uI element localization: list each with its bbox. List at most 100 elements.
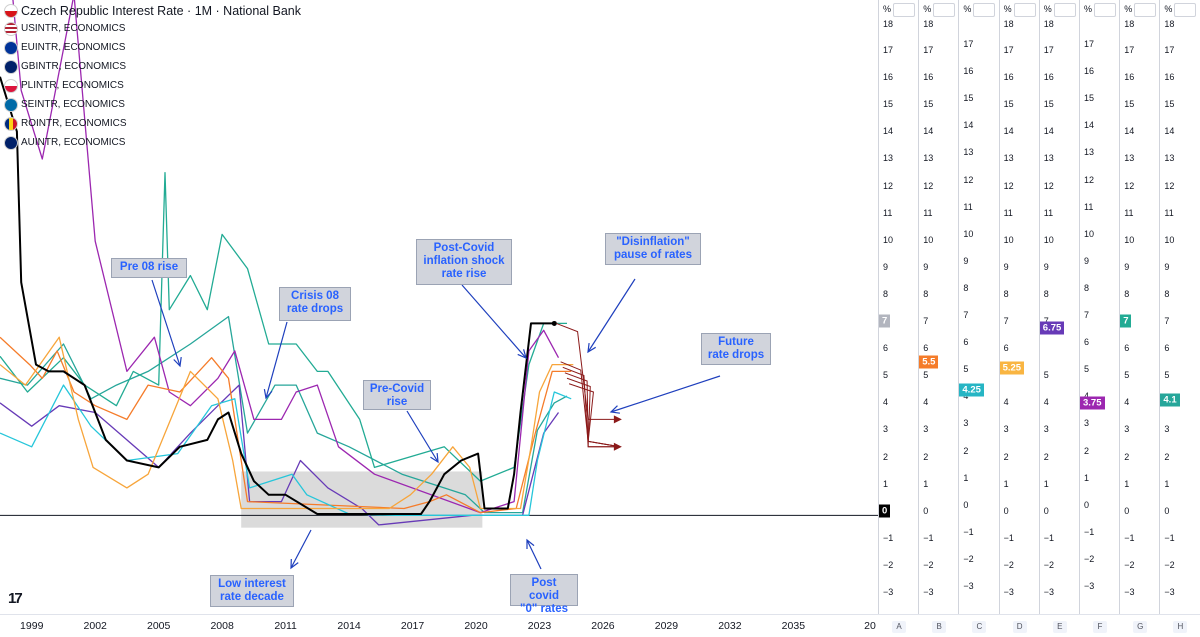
pl-flag-icon xyxy=(4,78,18,93)
scale-letter-e[interactable]: E xyxy=(1052,621,1067,633)
scale-tick-label: −1 xyxy=(963,526,974,537)
scale-tick-label: 8 xyxy=(1003,288,1009,299)
annotation-arrowhead xyxy=(526,538,535,550)
legend-title-row[interactable]: Czech Republic Interest Rate · 1M · Nati… xyxy=(4,2,301,19)
eu-flag-icon xyxy=(4,40,18,55)
scale-tick-label: 0 xyxy=(1043,505,1049,516)
scale-tick-label: −3 xyxy=(1003,587,1014,597)
scale-letter-d[interactable]: D xyxy=(1012,621,1027,633)
annotation-post-covid-zero[interactable]: Post covid "0" rates xyxy=(510,574,578,615)
scale-tick-label-partial: 18 xyxy=(883,19,894,29)
scale-tick-label: 10 xyxy=(1164,234,1175,245)
legend-item-rointr[interactable]: ROINTR, ECONOMICS xyxy=(4,114,301,133)
last-value-badge: 7 xyxy=(879,314,891,328)
scale-tick-label: 2 xyxy=(883,451,889,462)
scale-tick-label: 13 xyxy=(923,153,934,164)
scale-letter-g[interactable]: G xyxy=(1133,621,1148,633)
scale-letter-c[interactable]: C xyxy=(972,621,987,633)
scale-tick-label: 2 xyxy=(1164,451,1170,462)
x-tick-label: 2029 xyxy=(654,620,679,632)
scale-tick-label: −2 xyxy=(963,553,974,564)
scale-tick-label: 12 xyxy=(883,180,894,191)
annotation-low-interest-decade[interactable]: Low interest rate decade xyxy=(210,575,294,607)
scale-tick-label: 15 xyxy=(1043,99,1054,110)
annotation-crisis-08[interactable]: Crisis 08 rate drops xyxy=(279,287,351,321)
series-line-euintr[interactable] xyxy=(0,384,572,516)
time-axis[interactable]: 1999 2002 2005 2008 2011 2014 2017 2020 2023 2026… xyxy=(0,614,878,637)
legend-item-plintr[interactable]: PLINTR, ECONOMICS xyxy=(4,76,301,95)
future-projection-line xyxy=(568,383,620,448)
scale-tick-label: −1 xyxy=(1043,532,1055,543)
series-line-usintr[interactable] xyxy=(0,336,574,510)
au-flag-icon xyxy=(4,135,18,150)
last-value-badge: 4.25 xyxy=(959,383,984,397)
scale-mode-box[interactable] xyxy=(1094,3,1116,17)
scale-tick-label: −2 xyxy=(1003,559,1014,570)
scale-tick-label: 6 xyxy=(883,343,889,354)
legend-item-euintr[interactable]: EUINTR, ECONOMICS xyxy=(4,38,301,57)
price-scale-c[interactable]: % 17 16 15 14 13 12 11 10 9 8 7 6 5 4 3 2 1 0 −1 −2 −3 4.25 xyxy=(958,0,999,614)
scale-mode-box[interactable] xyxy=(1174,3,1197,17)
scale-tick-label: 2 xyxy=(1084,445,1090,456)
scale-tick-label: 5 xyxy=(923,370,929,381)
series-line-gbintr[interactable] xyxy=(0,336,572,514)
scale-tick-label: 12 xyxy=(1003,180,1014,191)
tradingview-logo[interactable]: 17 xyxy=(8,590,23,607)
scale-tick-label: 10 xyxy=(883,234,894,245)
scale-tick-label: −2 xyxy=(923,559,934,570)
scale-letter-b[interactable]: B xyxy=(932,621,947,633)
scale-tick-label: 3 xyxy=(1084,418,1090,429)
scale-mode-box[interactable] xyxy=(1134,3,1157,17)
scale-tick-label: −3 xyxy=(883,587,894,597)
series-line-czech-republic-interest-rate[interactable] xyxy=(0,76,555,515)
annotation-future-rate-drops[interactable]: Future rate drops xyxy=(701,333,771,365)
price-scale-g[interactable]: % 17 16 15 14 13 12 11 10 9 8 6 5 4 3 2 1 0 −1 −2 −3 18 7 xyxy=(1119,0,1160,614)
price-scale-b[interactable]: % 17 16 15 14 13 12 11 10 9 8 7 6 5 4 3 2 1 0 −1 −2 −3 18 5.5 xyxy=(918,0,959,614)
scale-tick-label: 4 xyxy=(1124,397,1130,408)
price-scale-h[interactable]: % 17 16 15 14 13 12 11 10 9 8 7 6 5 3 2 1 0 −1 −2 −3 18 4.1 xyxy=(1159,0,1200,614)
scale-letter-h[interactable]: H xyxy=(1173,621,1188,633)
x-tick-label: 2011 xyxy=(274,620,297,632)
annotation-pre-covid-rise[interactable]: Pre-Covid rise xyxy=(363,380,431,410)
legend-item-seintr[interactable]: SEINTR, ECONOMICS xyxy=(4,95,301,114)
scale-tick-label-partial: 18 xyxy=(1003,19,1014,29)
scale-tick-label: 0 xyxy=(963,499,969,510)
series-line-plintr[interactable] xyxy=(0,0,560,514)
series-line-auintr[interactable] xyxy=(0,315,568,514)
scale-tick-label: 1 xyxy=(923,478,929,489)
scale-letter-f[interactable]: F xyxy=(1093,621,1107,633)
annotation-disinflation[interactable]: "Disinflation" pause of rates xyxy=(605,233,701,265)
percent-unit-label: % xyxy=(883,4,892,14)
annotation-post-covid-shock[interactable]: Post-Covid inflation shock rate rise xyxy=(416,239,512,285)
scale-mode-box[interactable] xyxy=(933,3,956,17)
scale-mode-box[interactable] xyxy=(1013,3,1036,17)
x-tick-label: 2035 xyxy=(781,620,806,632)
scale-tick-label: 8 xyxy=(1084,282,1090,293)
scale-tick-label: 0 xyxy=(1164,505,1170,516)
series-line-rointr[interactable] xyxy=(0,172,567,482)
scale-tick-label: 3 xyxy=(1003,424,1009,435)
scale-tick-label: −2 xyxy=(1084,553,1095,564)
scale-mode-box[interactable] xyxy=(973,3,996,17)
scale-mode-box[interactable] xyxy=(893,3,915,17)
scale-tick-label: 8 xyxy=(923,288,929,299)
legend-item-gbintr[interactable]: GBINTR, ECONOMICS xyxy=(4,57,301,76)
chart-area[interactable] xyxy=(0,0,878,614)
scale-mode-box[interactable] xyxy=(1053,3,1076,17)
scale-tick-label: 13 xyxy=(1164,153,1175,164)
scale-tick-label: 5 xyxy=(883,370,889,381)
scale-tick-label: 3 xyxy=(1043,424,1049,435)
scale-tick-label: 0 xyxy=(923,505,929,516)
scale-letter-a[interactable]: A xyxy=(892,621,906,633)
annotation-arrows xyxy=(151,278,721,570)
price-scale-a[interactable]: % 17 16 15 14 13 12 11 10 9 8 6 5 4 3 2 1 −1 −2 −3 18 7 0 xyxy=(878,0,919,614)
ro-flag-icon xyxy=(4,116,18,131)
scale-tick-label: 16 xyxy=(963,66,974,77)
legend-item-auintr[interactable]: AUINTR, ECONOMICS xyxy=(4,133,301,152)
annotation-pre-08-rise[interactable]: Pre 08 rise xyxy=(111,258,187,278)
price-scale-d[interactable]: % 17 16 15 14 13 12 11 10 9 8 7 6 4 3 2 1 0 −1 −2 −3 18 5.25 xyxy=(998,0,1040,614)
legend-item-usintr[interactable]: USINTR, ECONOMICS xyxy=(4,19,301,38)
scale-tick-label: 10 xyxy=(923,234,934,245)
